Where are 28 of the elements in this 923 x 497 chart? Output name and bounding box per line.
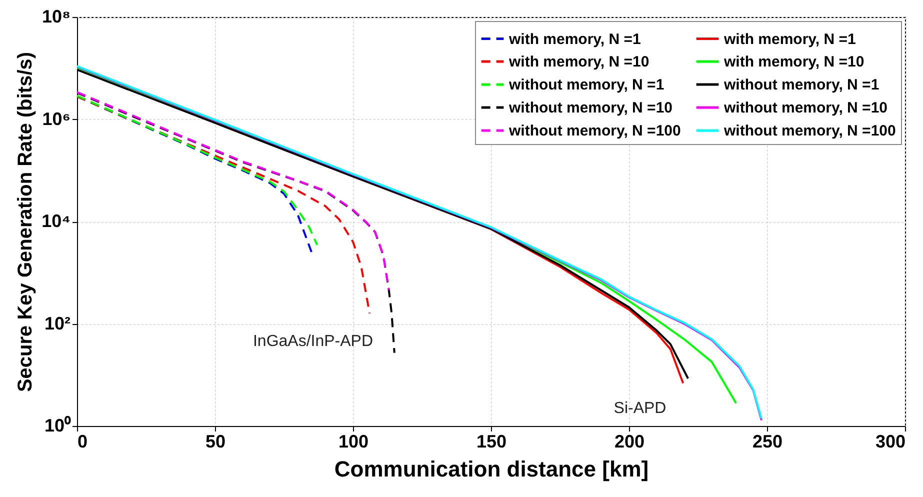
x-tick-label: 200 [614,432,645,452]
y-tick-label: 10⁶ [42,108,70,129]
legend-label: without memory, N =100 [508,122,681,140]
legend-label: without memory, N =10 [723,100,888,116]
legend-label: with memory, N =10 [508,54,650,70]
x-tick-label: 300 [875,432,906,452]
line-series [77,91,390,291]
x-tick-label: 0 [78,432,88,452]
y-tick-label: 10⁸ [42,6,70,26]
y-tick-label: 10⁴ [42,211,70,231]
legend-label: with memory, N =10 [723,54,864,70]
legend-label: without memory, N =10 [508,100,673,116]
legend-label: without memory, N =1 [508,76,664,94]
legend-label: with memory, N =1 [508,30,641,48]
line-series [77,95,371,314]
x-tick-label: 150 [476,432,507,452]
legend-label: with memory, N =1 [723,30,856,48]
annotation: Si-APD [614,400,666,417]
x-axis-title: Communication distance [km] [334,456,649,482]
legend-label: without memory, N =100 [723,122,896,140]
y-axis-title: Secure Key Generation Rate (bits/s) [14,52,37,392]
y-tick-label: 10⁰ [44,416,72,436]
legend-label: without memory, N =1 [723,76,880,94]
x-tick-label: 100 [338,432,369,452]
annotation: InGaAs/InP-APD [252,333,374,350]
y-tick-label: 10² [44,313,71,334]
x-tick-label: 50 [205,432,226,452]
x-tick-label: 250 [752,432,783,452]
